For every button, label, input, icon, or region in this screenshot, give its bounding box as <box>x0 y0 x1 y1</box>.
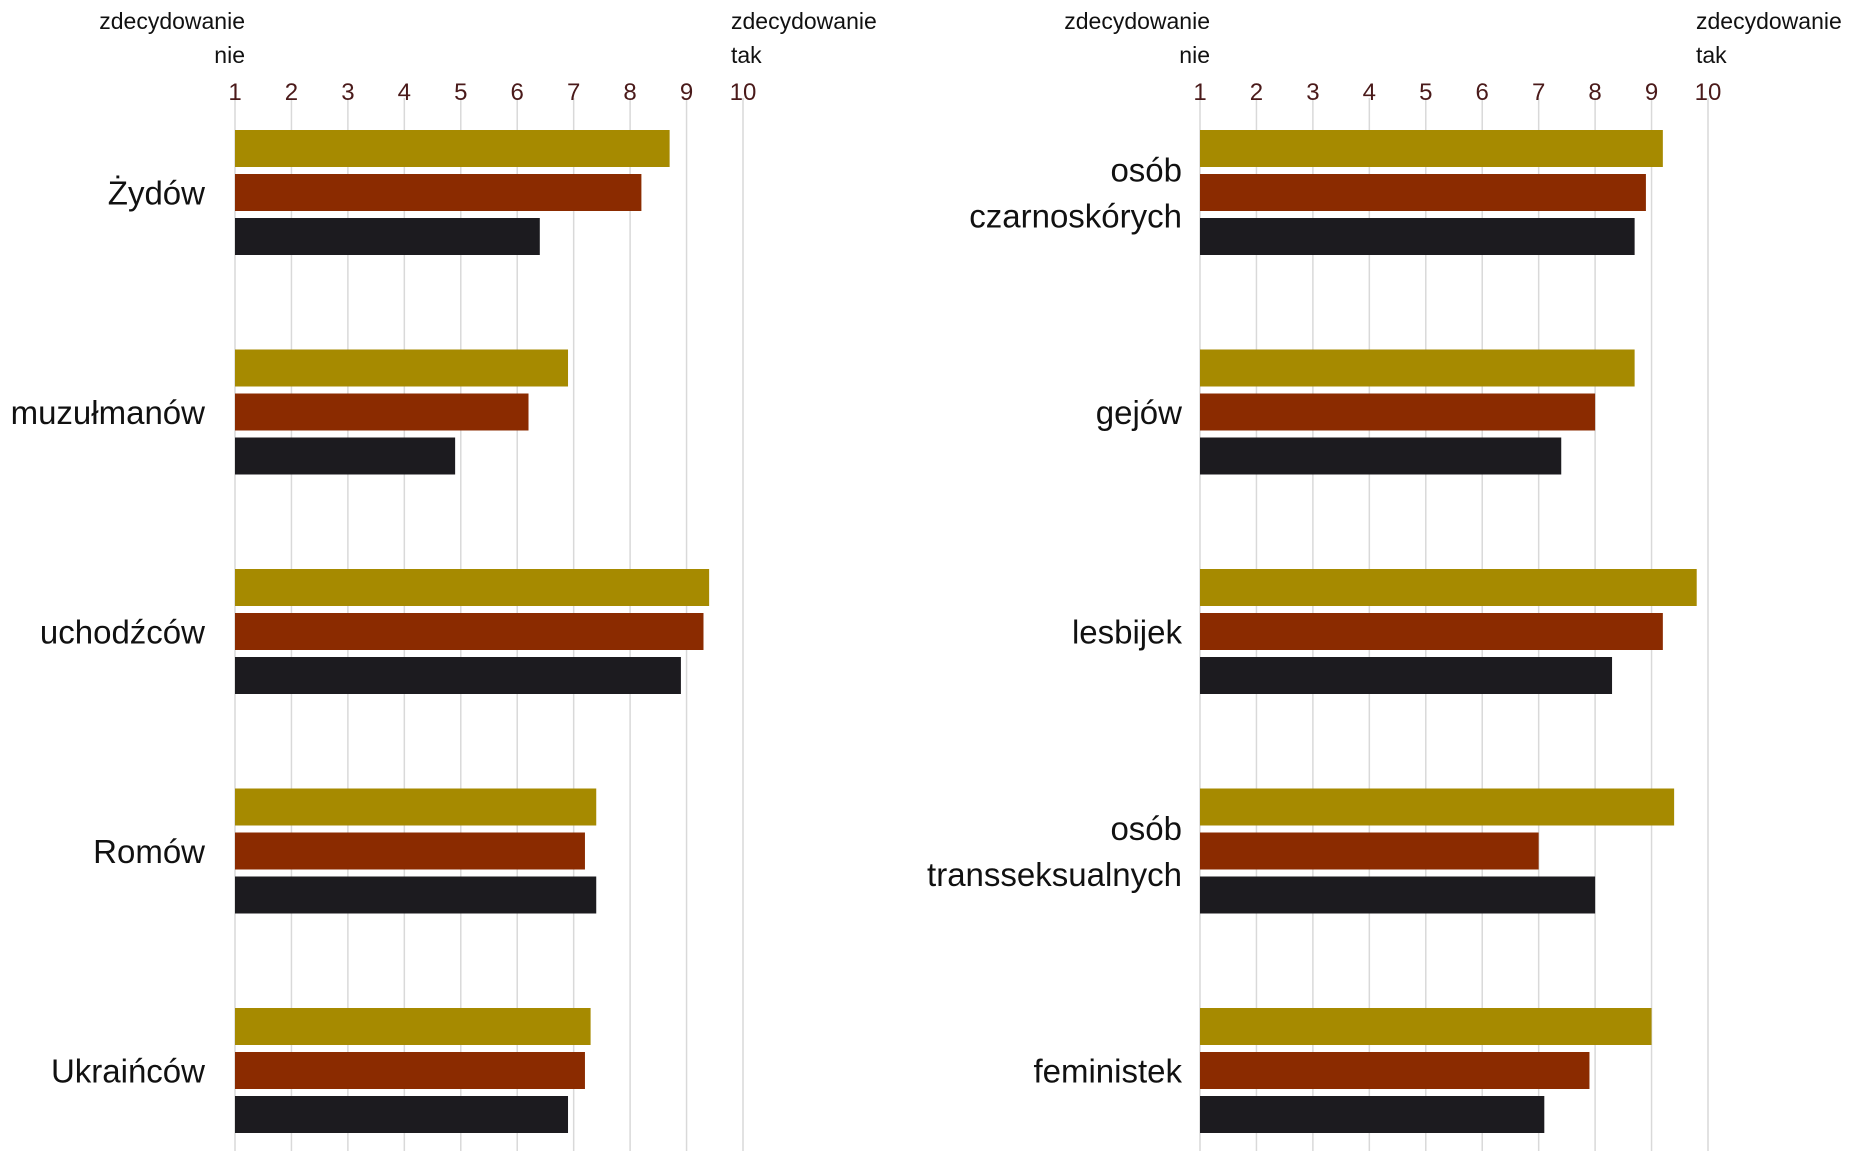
x-tick-label: 4 <box>398 79 411 106</box>
bar <box>1200 349 1635 387</box>
bar <box>235 130 670 167</box>
scale-low-label: zdecydowanie <box>99 8 245 34</box>
x-tick-label: 10 <box>730 79 757 106</box>
category-label: osób <box>1110 810 1182 847</box>
x-tick-label: 6 <box>1476 79 1489 106</box>
scale-low-label: zdecydowanie <box>1064 8 1210 34</box>
bar <box>235 437 456 475</box>
bar <box>1200 569 1697 606</box>
bar <box>1200 393 1596 431</box>
bar <box>235 1008 591 1045</box>
x-tick-label: 8 <box>1588 79 1601 106</box>
bar <box>1200 832 1539 870</box>
bar <box>235 349 569 387</box>
x-tick-label: 4 <box>1363 79 1376 106</box>
bar <box>235 1096 569 1133</box>
bar <box>1200 174 1646 211</box>
bar <box>1200 437 1562 475</box>
bar <box>1200 876 1596 914</box>
x-tick-label: 1 <box>1193 79 1206 106</box>
category-label: lesbijek <box>1072 614 1183 651</box>
bar <box>235 657 681 694</box>
bar <box>1200 788 1675 826</box>
bar <box>235 393 529 431</box>
bar <box>235 876 597 914</box>
x-tick-label: 9 <box>1645 79 1658 106</box>
scale-high-label: zdecydowanie <box>731 8 877 34</box>
bar <box>235 832 585 870</box>
category-label: uchodźców <box>40 614 205 651</box>
bar <box>235 1052 585 1089</box>
x-tick-label: 5 <box>454 79 467 106</box>
bar <box>235 613 704 650</box>
scale-low-label: nie <box>1179 42 1210 68</box>
x-tick-label: 1 <box>228 79 241 106</box>
x-tick-label: 6 <box>511 79 524 106</box>
category-label: Romów <box>93 833 205 870</box>
bar <box>235 788 597 826</box>
bar <box>1200 1052 1590 1089</box>
bar <box>1200 130 1663 167</box>
bar <box>1200 613 1663 650</box>
x-tick-label: 2 <box>285 79 298 106</box>
category-label: osób <box>1110 152 1182 189</box>
x-tick-label: 8 <box>623 79 636 106</box>
x-tick-label: 9 <box>680 79 693 106</box>
x-tick-label: 2 <box>1250 79 1263 106</box>
scale-high-label: tak <box>1696 42 1727 68</box>
category-label: Ukraińców <box>51 1053 205 1090</box>
bar <box>1200 1096 1545 1133</box>
bar <box>235 174 642 211</box>
scale-high-label: tak <box>731 42 762 68</box>
x-tick-label: 10 <box>1695 79 1722 106</box>
scale-high-label: zdecydowanie <box>1696 8 1842 34</box>
category-label: feministek <box>1033 1053 1182 1090</box>
category-label: transseksualnych <box>927 856 1182 893</box>
x-tick-label: 3 <box>341 79 354 106</box>
bar <box>235 569 710 606</box>
bar <box>1200 657 1613 694</box>
category-label: gejów <box>1096 394 1182 431</box>
category-label: Żydów <box>108 175 205 212</box>
category-label: muzułmanów <box>11 394 206 431</box>
bar <box>235 218 540 255</box>
x-tick-label: 3 <box>1306 79 1319 106</box>
bar <box>1200 1008 1652 1045</box>
x-tick-label: 7 <box>567 79 580 106</box>
x-tick-label: 7 <box>1532 79 1545 106</box>
x-tick-label: 5 <box>1419 79 1432 106</box>
scale-low-label: nie <box>214 42 245 68</box>
bar <box>1200 218 1635 255</box>
category-label: czarnoskórych <box>969 198 1182 235</box>
